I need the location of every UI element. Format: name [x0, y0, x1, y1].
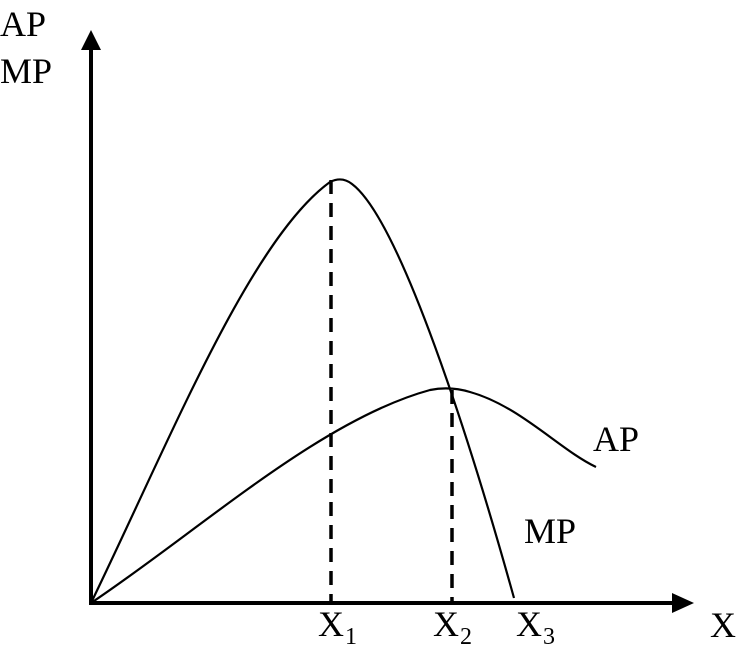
x1-mark-label: X1: [318, 604, 357, 649]
x3-mark-letter: X: [516, 604, 542, 644]
x2-mark-letter: X: [433, 604, 459, 644]
x2-mark-label: X2: [433, 604, 472, 649]
y-axis-label-mp: MP: [0, 51, 53, 91]
x1-mark-subscript: 1: [345, 624, 357, 650]
x2-mark-subscript: 2: [460, 624, 472, 650]
y-axis-label-ap: AP: [0, 4, 47, 44]
x-axis-arrowhead: [672, 593, 694, 613]
x-axis-label: X: [710, 605, 736, 645]
mp-curve-label: MP: [524, 511, 577, 551]
ap-curve: [90, 387, 597, 604]
ap-curve-label: AP: [593, 419, 640, 459]
x1-mark-letter: X: [318, 604, 344, 644]
x3-mark-label: X3: [516, 604, 555, 649]
y-axis-arrowhead: [81, 30, 101, 50]
x3-mark-subscript: 3: [543, 624, 555, 650]
